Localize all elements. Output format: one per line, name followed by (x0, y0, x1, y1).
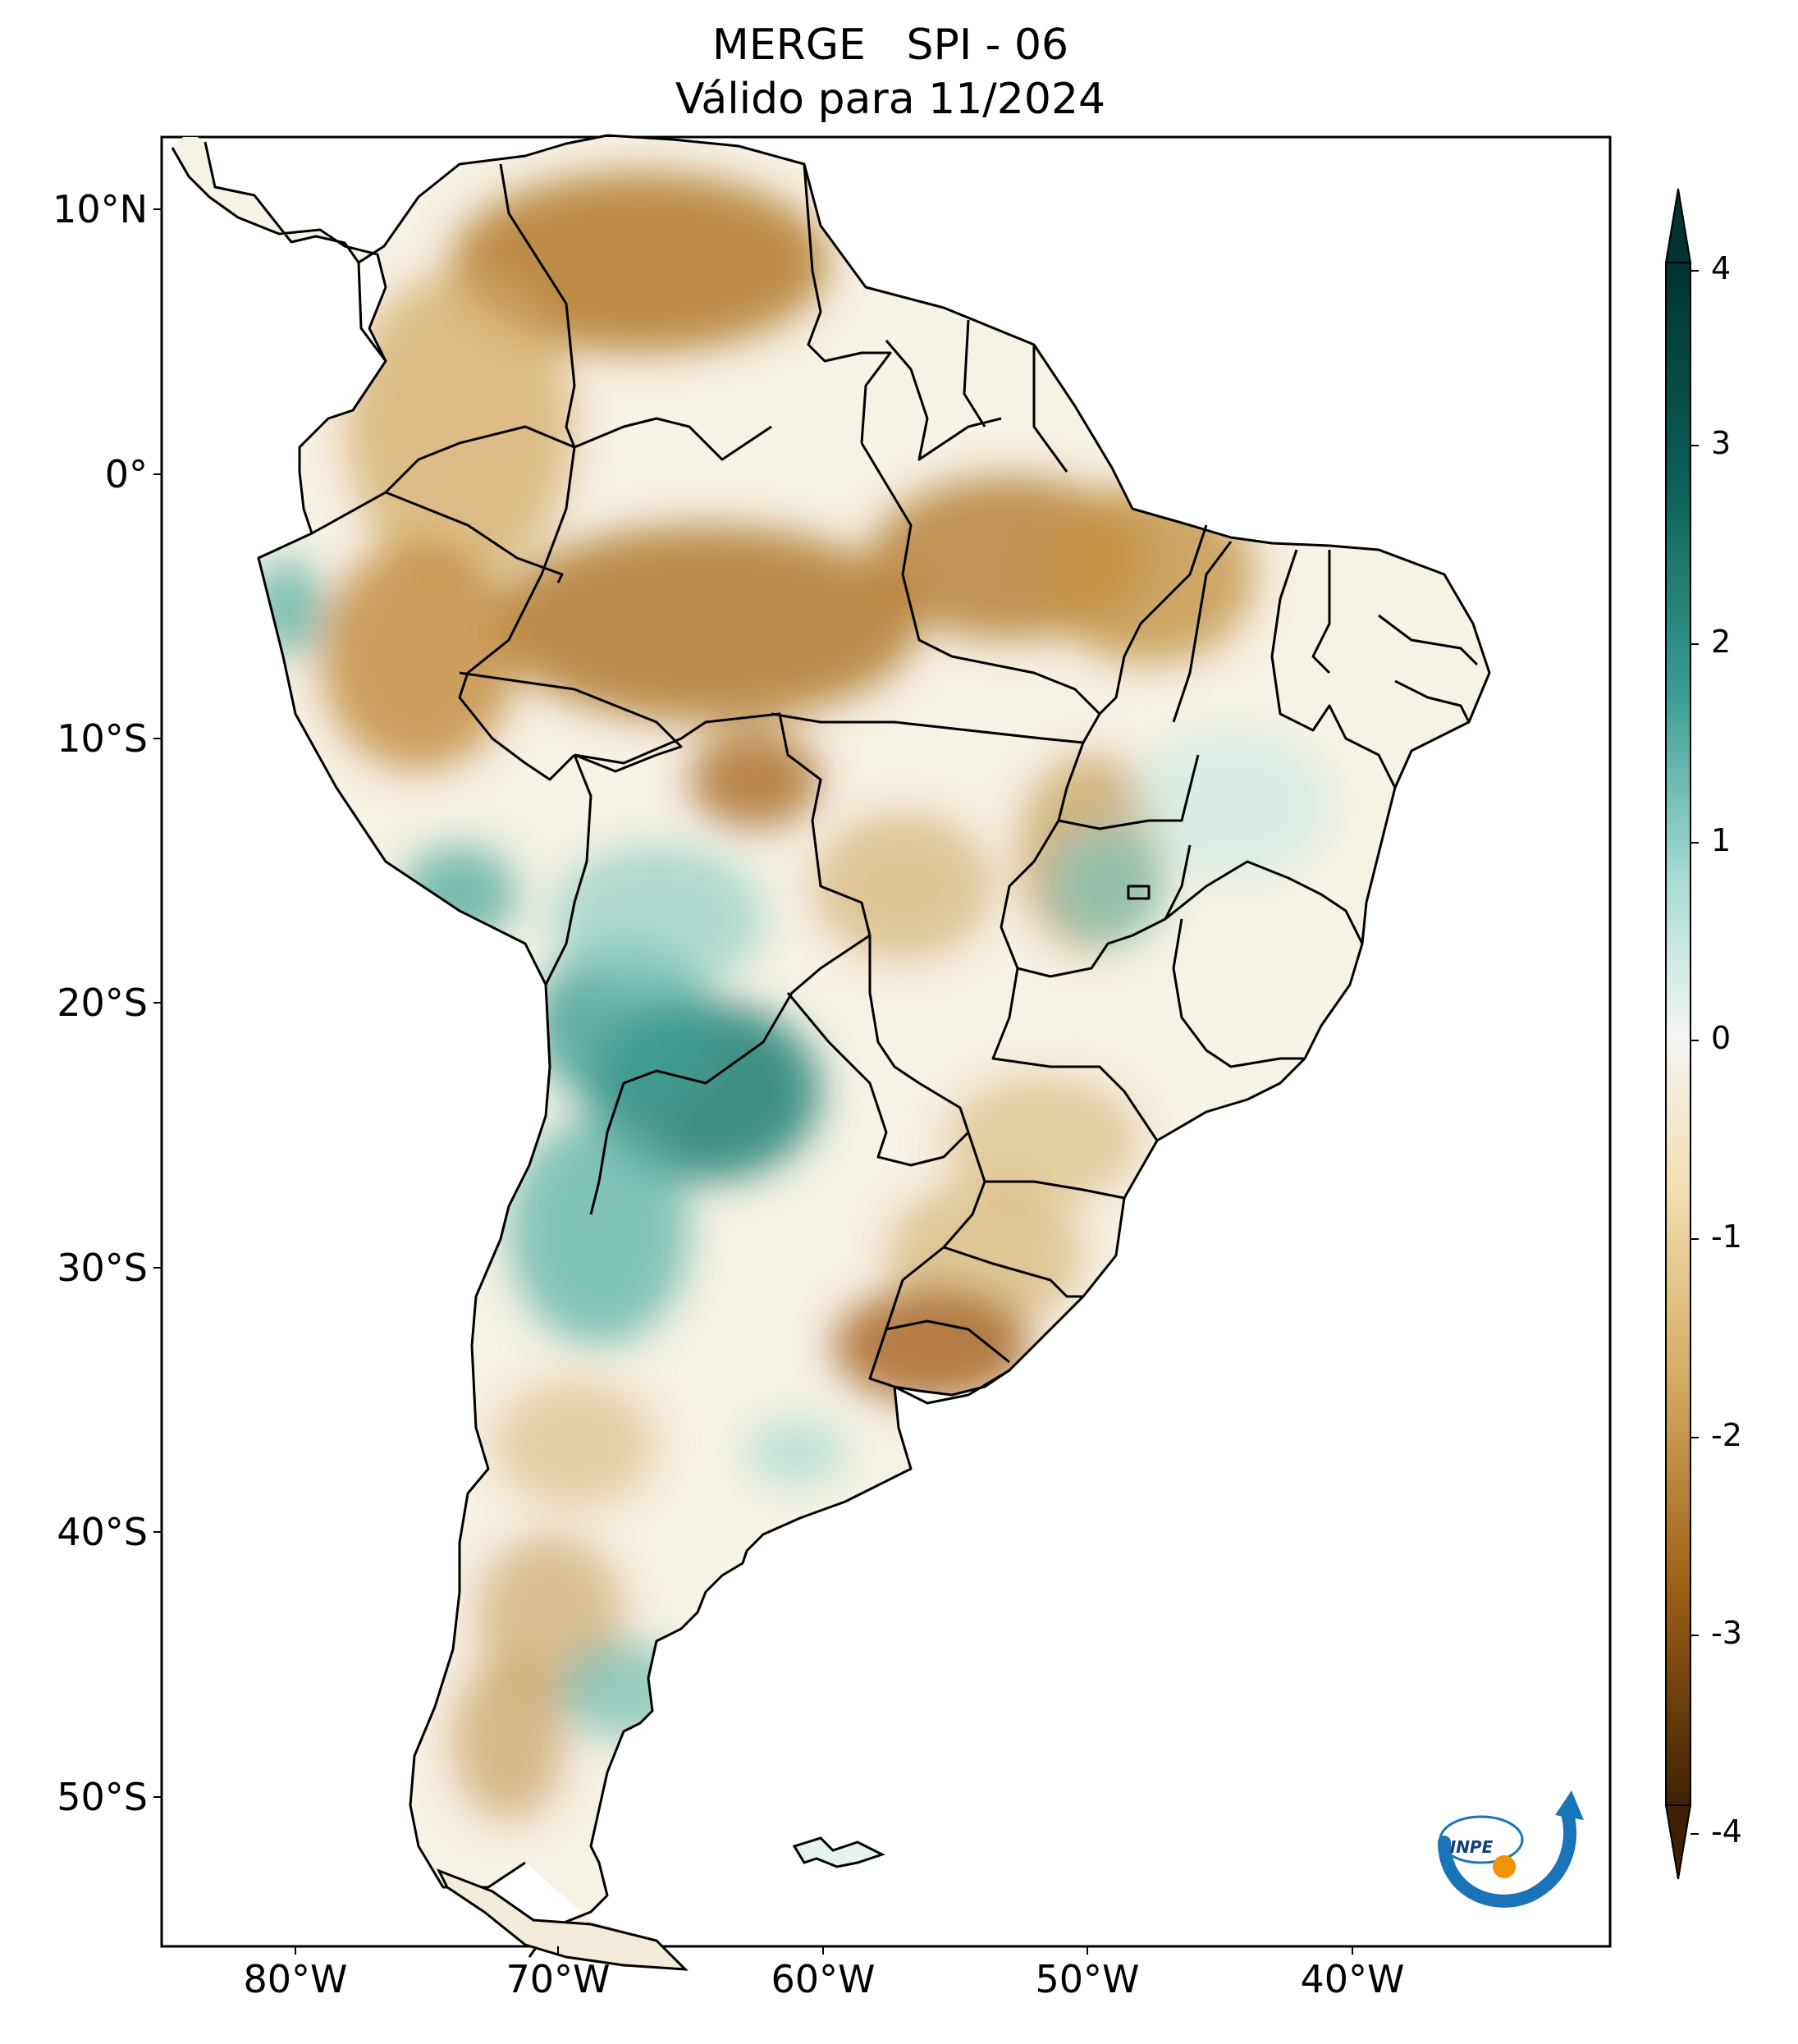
colorbar (1664, 188, 1699, 1880)
falkland-islands (792, 1836, 885, 1868)
coastline (171, 134, 1491, 1958)
lon-label-70w: 70°W (506, 1957, 611, 2001)
political-borders (311, 163, 1479, 1405)
lon-label-60w: 60°W (771, 1957, 876, 2001)
colorbar-min-extend (1664, 1804, 1692, 1880)
colorbar-label-3: 3 (1711, 425, 1732, 461)
lat-label-0: 0° (104, 452, 148, 496)
inpe-logo: INPE (1438, 1790, 1584, 1908)
lat-label-30s: 30°S (57, 1246, 148, 1290)
colorbar-label-4: 4 (1711, 250, 1732, 286)
lat-label-50s: 50°S (57, 1775, 148, 1819)
colorbar-label-neg4: -4 (1711, 1813, 1742, 1850)
colorbar-label-neg3: -3 (1711, 1615, 1742, 1651)
colorbar-gradient (1665, 262, 1691, 1806)
map-title: MERGE SPI - 06 (711, 21, 1069, 70)
lat-label-40s: 40°S (57, 1510, 148, 1554)
colorbar-label-neg1: -1 (1711, 1219, 1742, 1255)
lon-label-40w: 40°W (1300, 1957, 1405, 2001)
colorbar-label-neg2: -2 (1711, 1417, 1742, 1453)
colorbar-max-extend (1664, 188, 1692, 263)
inpe-logo-text: INPE (1450, 1837, 1494, 1857)
colorbar-label-2: 2 (1711, 624, 1732, 660)
colorbar-label-0: 0 (1711, 1020, 1732, 1056)
colorbar-label-1: 1 (1711, 822, 1732, 858)
lon-label-50w: 50°W (1035, 1957, 1140, 2001)
map-subtitle: Válido para 11/2024 (675, 75, 1106, 124)
lat-label-10s: 10°S (57, 716, 148, 761)
lat-label-10n: 10°N (53, 187, 148, 231)
lon-label-80w: 80°W (243, 1957, 348, 2001)
tierra-del-fuego (436, 1868, 689, 1971)
lat-label-20s: 20°S (57, 981, 148, 1025)
